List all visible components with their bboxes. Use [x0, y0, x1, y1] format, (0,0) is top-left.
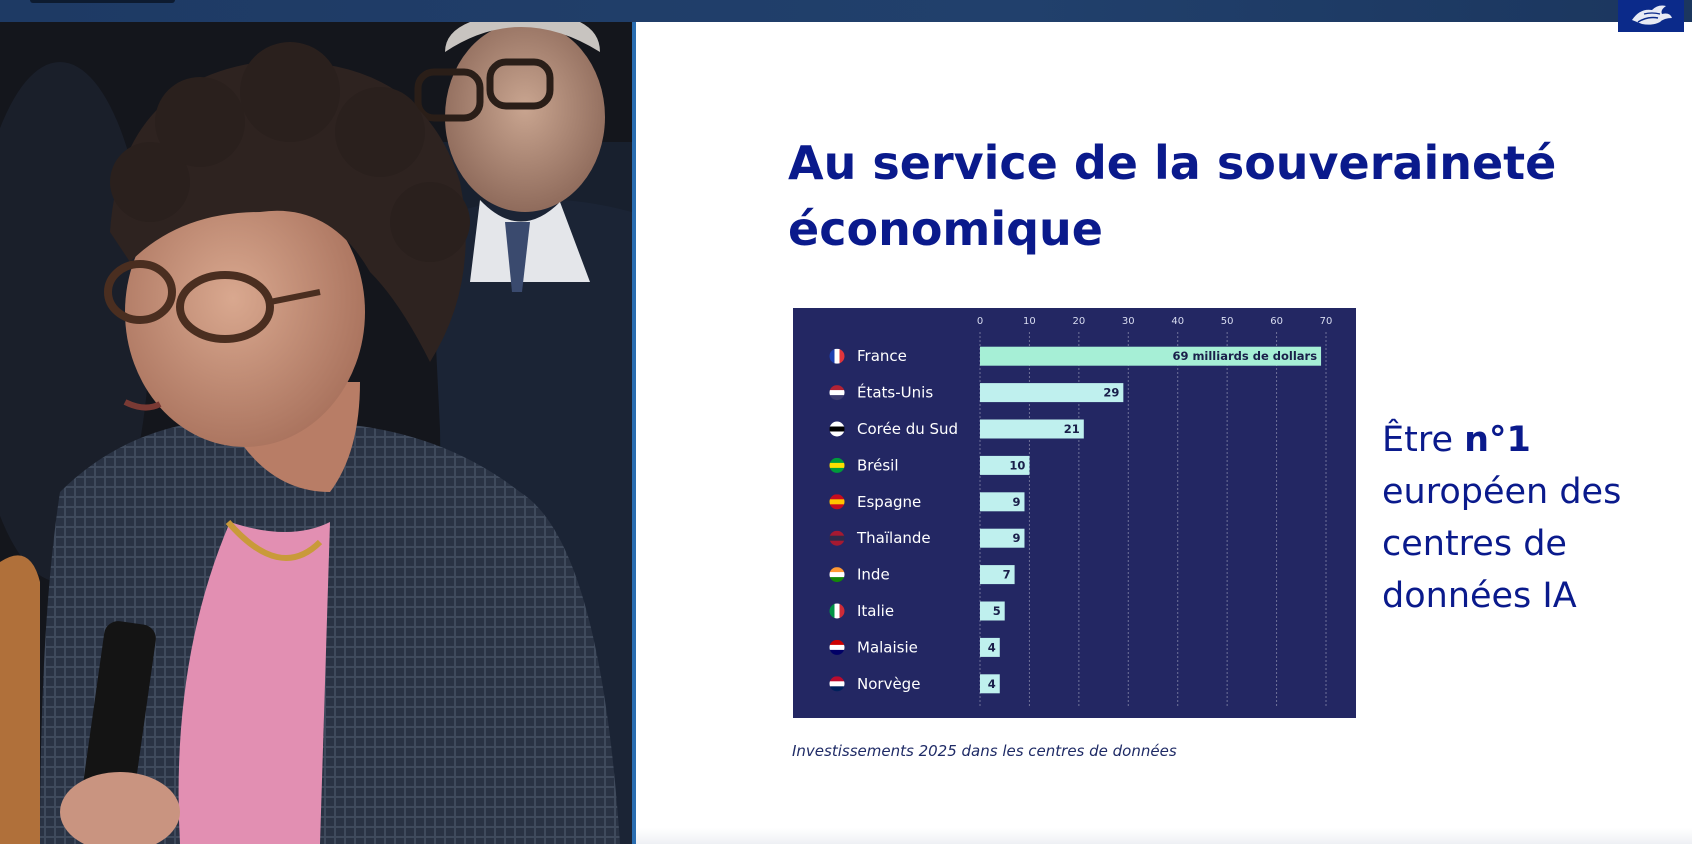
video-slide-divider	[632, 22, 636, 844]
flag-it-icon	[829, 603, 845, 619]
flag-kr-icon	[829, 421, 845, 437]
data-label: 29	[1103, 386, 1119, 400]
category-label: Corée du Sud	[857, 420, 958, 438]
bar	[980, 528, 1025, 548]
data-label: 4	[988, 677, 996, 691]
data-label: 9	[1012, 531, 1020, 545]
x-tick-label: 20	[1072, 316, 1085, 327]
category-label: Italie	[857, 602, 894, 620]
data-label: 69 milliards de dollars	[1172, 349, 1317, 363]
category-label: Norvège	[857, 675, 920, 693]
top-tab-indicator	[30, 0, 175, 3]
bar	[980, 565, 1015, 585]
flag-th-icon	[829, 530, 845, 546]
chart-caption: Investissements 2025 dans les centres de…	[792, 742, 1177, 760]
data-label: 9	[1012, 495, 1020, 509]
flag-no-icon	[829, 676, 845, 692]
x-tick-label: 70	[1320, 316, 1333, 327]
x-tick-label: 60	[1270, 316, 1283, 327]
ranking-rest: européen des centres de données IA	[1382, 472, 1622, 616]
broadcaster-logo	[1618, 0, 1684, 32]
speaker-video-image	[0, 22, 632, 844]
category-label: Malaisie	[857, 638, 918, 656]
broadcast-top-bar	[0, 0, 1692, 22]
x-tick-label: 30	[1122, 316, 1135, 327]
flag-es-icon	[829, 494, 845, 510]
speaker-video-feed	[0, 22, 632, 844]
bar	[980, 383, 1124, 403]
data-label: 7	[1003, 568, 1011, 582]
flag-br-icon	[829, 457, 845, 473]
data-label: 5	[993, 604, 1001, 618]
flag-my-icon	[829, 639, 845, 655]
bar	[980, 674, 1000, 694]
flag-fr-icon	[829, 348, 845, 364]
category-label: États-Unis	[857, 383, 933, 402]
category-label: Inde	[857, 566, 890, 584]
flag-us-icon	[829, 385, 845, 401]
category-label: Brésil	[857, 456, 899, 474]
bar	[980, 455, 1030, 475]
bar	[980, 419, 1084, 439]
bar	[980, 346, 1322, 366]
data-label: 4	[988, 640, 996, 654]
bar	[980, 637, 1000, 657]
data-label: 10	[1009, 458, 1025, 472]
x-tick-label: 50	[1221, 316, 1234, 327]
flag-in-icon	[829, 567, 845, 583]
category-label: Espagne	[857, 493, 921, 511]
data-label: 21	[1064, 422, 1080, 436]
ranking-prefix: Être	[1382, 420, 1465, 460]
chart-panel: 0 10 20 30 40 50 60 70 France 69 milliards de dol…	[793, 308, 1356, 718]
category-label: France	[857, 347, 907, 365]
ranking-statement: Être n°1 européen des centres de données…	[1382, 414, 1682, 622]
slide-bottom-edge	[636, 828, 1692, 844]
ranking-highlight: n°1	[1464, 420, 1531, 460]
x-tick-label: 10	[1023, 316, 1036, 327]
bar	[980, 492, 1025, 512]
bar	[980, 601, 1005, 621]
bar-chart: 0 10 20 30 40 50 60 70 France 69 milliards de dol…	[829, 316, 1333, 706]
x-tick-label: 40	[1171, 316, 1184, 327]
category-label: Thaïlande	[856, 529, 931, 547]
slide-title: Au service de la souveraineté économique	[788, 136, 1557, 256]
presentation-slide: Au service de la souveraineté économique…	[636, 22, 1692, 844]
x-tick-label: 0	[977, 316, 983, 327]
